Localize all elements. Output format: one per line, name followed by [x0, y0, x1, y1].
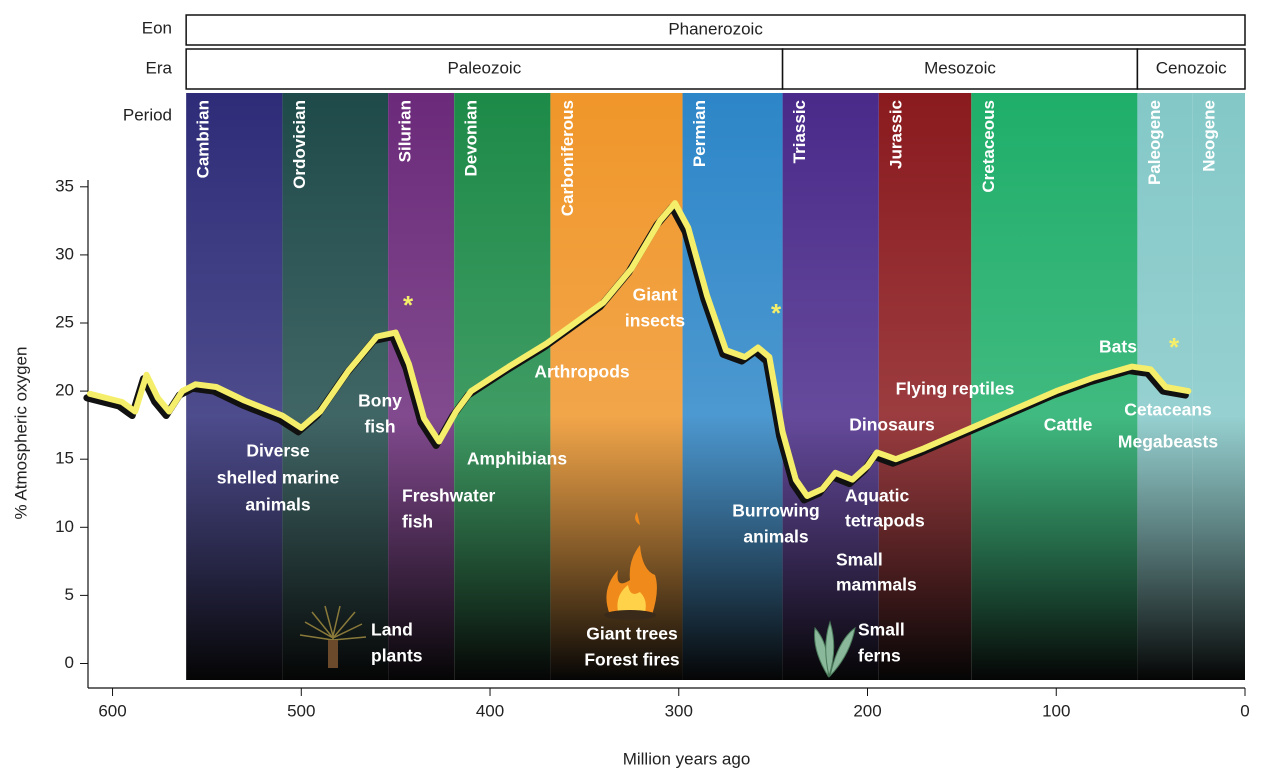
period-band	[454, 93, 550, 680]
period-band	[1192, 93, 1245, 680]
period-label: Ordovician	[290, 100, 309, 189]
annotation: animals	[743, 527, 808, 547]
annotation: shelled marine	[217, 468, 340, 488]
annotation: insects	[625, 311, 686, 331]
annotation: Cetaceans	[1124, 400, 1212, 420]
era-label: Cenozoic	[1156, 58, 1227, 77]
era-label: Mesozoic	[924, 58, 996, 77]
annotation: Giant	[633, 285, 678, 305]
period-label: Cretaceous	[979, 100, 998, 193]
eon-label: Phanerozoic	[668, 19, 763, 38]
annotation: Land	[371, 620, 413, 640]
x-axis-title: Million years ago	[623, 749, 751, 768]
period-label: Cambrian	[194, 100, 213, 178]
annotation: fish	[364, 417, 395, 437]
y-tick-label: 10	[55, 517, 74, 536]
annotation: Aquatic	[845, 486, 909, 506]
y-tick-label: 0	[65, 653, 74, 672]
chart: Million years ago % Atmospheric oxygen E…	[0, 0, 1263, 771]
annotation: Cattle	[1044, 415, 1093, 435]
row-label: Eon	[142, 18, 172, 37]
row-label: Era	[146, 58, 173, 77]
y-tick-label: 5	[65, 585, 74, 604]
annotation: Diverse	[246, 441, 310, 461]
x-tick-label: 100	[1042, 701, 1070, 720]
annotation: Forest fires	[584, 650, 680, 670]
x-tick-label: 400	[476, 701, 504, 720]
era-label: Paleozoic	[448, 58, 522, 77]
x-tick-label: 600	[98, 701, 126, 720]
x-tick-label: 0	[1240, 701, 1249, 720]
annotation: Amphibians	[467, 449, 567, 469]
period-label: Triassic	[790, 100, 809, 163]
annotation: ferns	[858, 646, 901, 666]
annotation: Bony	[358, 391, 402, 411]
row-label: Period	[123, 105, 172, 124]
y-tick-label: 25	[55, 312, 74, 331]
annotation: tetrapods	[845, 511, 925, 531]
period-label: Neogene	[1200, 100, 1219, 172]
x-tick-label: 500	[287, 701, 315, 720]
annotation: *	[1169, 332, 1180, 362]
y-tick-label: 15	[55, 449, 74, 468]
annotation: *	[771, 298, 782, 328]
period-label: Carboniferous	[558, 100, 577, 216]
y-tick-label: 35	[55, 176, 74, 195]
annotation: Giant trees	[586, 624, 678, 644]
annotation: animals	[245, 495, 310, 515]
annotation: fish	[402, 512, 433, 532]
annotation: Small	[858, 620, 905, 640]
annotation: Flying reptiles	[896, 379, 1015, 399]
x-tick-label: 200	[853, 701, 881, 720]
annotation: *	[403, 290, 414, 320]
y-tick-label: 30	[55, 244, 74, 263]
annotation: Freshwater	[402, 486, 496, 506]
period-label: Silurian	[396, 100, 415, 162]
annotation: plants	[371, 646, 423, 666]
period-label: Paleogene	[1145, 100, 1164, 185]
annotation: Dinosaurs	[849, 415, 935, 435]
y-tick-label: 20	[55, 381, 74, 400]
annotation: Burrowing	[732, 501, 820, 521]
annotation: Bats	[1099, 337, 1137, 357]
period-label: Devonian	[462, 100, 481, 177]
annotation: Arthropods	[534, 362, 630, 382]
annotation: mammals	[836, 575, 917, 595]
period-label: Permian	[690, 100, 709, 167]
y-axis-title: % Atmospheric oxygen	[11, 347, 30, 520]
period-label: Jurassic	[886, 100, 905, 169]
period-band	[388, 93, 454, 680]
annotation: Megabeasts	[1118, 432, 1218, 452]
x-tick-label: 300	[665, 701, 693, 720]
annotation: Small	[836, 550, 883, 570]
